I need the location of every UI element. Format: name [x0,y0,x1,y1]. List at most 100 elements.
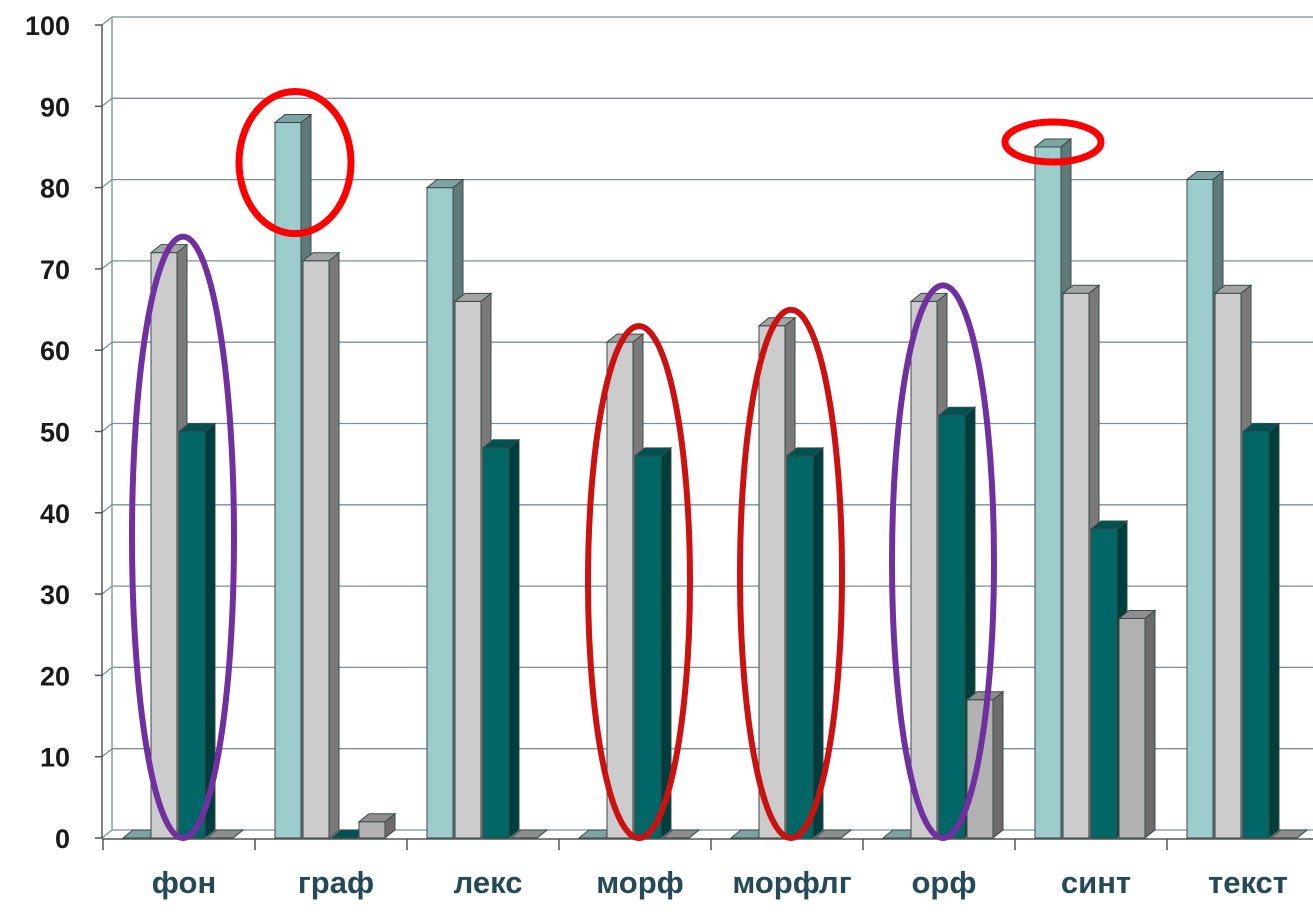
bar-front [454,300,482,839]
annotations-layer [129,88,1105,842]
x-tick-label: морф [596,865,684,900]
bar [1269,829,1309,839]
bar-top [177,423,217,432]
x-tick-label: синт [1061,865,1131,900]
y-tick-label: 60 [40,336,70,366]
bar-top [301,252,341,262]
bar-top [1241,423,1281,432]
gridline-depth [101,748,113,758]
bar-front [1214,292,1242,839]
x-tick-label: фон [152,865,216,900]
bar-top [357,813,397,823]
bar [661,829,701,839]
labels-layer: 0 10 20 30 40 50 60 70 80 90 100 фон граф лекс морф мор… [25,11,1288,900]
annotation-ellipse [737,306,845,842]
y-tick-label: 0 [55,824,70,854]
bar-side [1268,422,1280,840]
bar-front [1118,617,1146,839]
bar-front [302,260,330,839]
x-tick-label: орф [912,865,977,900]
bar-front [1062,292,1090,839]
bar-front [482,447,510,839]
x-tick-label: морфлг [732,865,851,900]
y-tick-label: 40 [40,499,70,529]
bar-top [937,406,977,416]
bar [357,812,397,840]
bar-top [273,114,313,124]
bar-side [992,690,1004,840]
bar-top [785,447,825,457]
bar [1241,422,1281,840]
bar-top [1089,520,1129,530]
gridline-depth [101,422,113,433]
bar-front [606,341,634,839]
bar [177,422,217,840]
bar [509,829,549,839]
gridline-depth [101,829,113,839]
y-tick-label: 50 [40,418,70,448]
bar-front [938,414,966,839]
bar-front [1090,528,1118,839]
bar [813,829,853,839]
bar-front [634,455,662,839]
bar-top [481,439,521,449]
y-tick-label: 80 [40,174,70,204]
bar-front [1242,431,1270,839]
gridline-depth [101,260,113,270]
y-tick-label: 20 [40,661,70,691]
bar-top [1117,609,1157,619]
bar-top [633,447,673,457]
bar-front [1186,178,1214,839]
bar [633,446,673,840]
gridline-depth [101,179,113,189]
gridline-depth [101,666,113,676]
bar [785,446,825,840]
x-tick-label: граф [298,865,374,900]
bar-top [1061,284,1101,294]
bar-top [813,829,853,839]
axis-layer [95,17,1313,850]
bar-front [1034,146,1062,839]
bar-top [1185,170,1225,180]
bar-top [453,292,493,302]
bar-front [910,300,938,839]
gridline-depth [101,504,113,514]
bar-top [1033,138,1073,148]
bar-top [509,829,549,839]
bar-front [758,325,786,839]
bar-top [1269,829,1309,839]
bar-front [358,821,386,839]
bar [205,829,245,839]
bar-top [425,179,465,189]
bar [965,690,1005,840]
gridline-depth [101,341,113,351]
bar-front [426,187,454,839]
bar [481,438,521,840]
annotation-ellipse [889,282,997,842]
annotation-ellipse [129,233,237,841]
annotation-ellipse [1001,118,1105,166]
y-tick-label: 70 [40,255,70,285]
bar-top [1213,284,1253,294]
bar-side [1144,609,1156,840]
gridline-depth [101,16,113,26]
y-tick-label: 100 [25,11,70,41]
bar-top [661,829,701,839]
bar-front [150,252,178,839]
bar [301,251,341,840]
y-tick-label: 10 [40,743,70,773]
y-tick-label: 90 [40,92,70,122]
bars-layer [121,113,1309,840]
bar-front [966,699,994,839]
gridline-depth [101,97,113,107]
bar-front [178,431,206,839]
gridline-depth [101,585,113,595]
y-tick-label: 30 [40,580,70,610]
bar-side [328,251,340,840]
bar [1117,609,1157,840]
annotation-ellipse [585,323,693,841]
x-tick-label: текст [1208,865,1288,900]
bar-top [205,829,245,839]
